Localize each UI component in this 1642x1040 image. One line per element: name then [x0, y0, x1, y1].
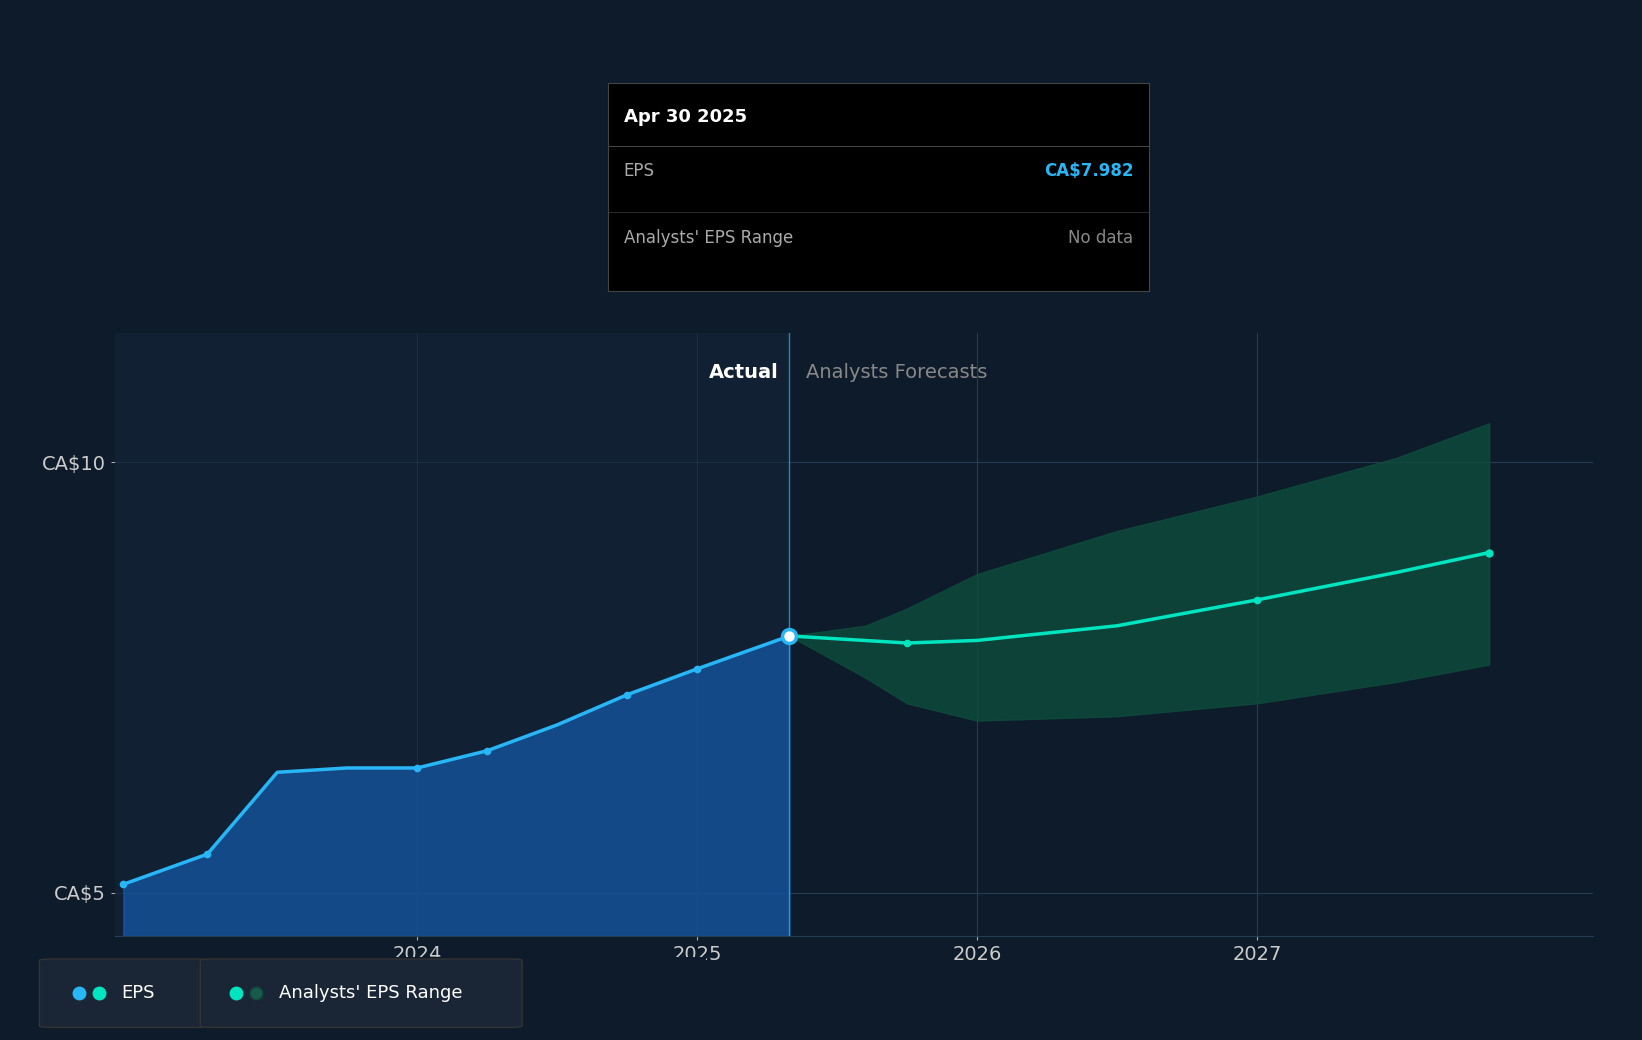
- FancyBboxPatch shape: [200, 959, 522, 1028]
- Text: EPS: EPS: [122, 984, 154, 1003]
- Text: Analysts Forecasts: Analysts Forecasts: [806, 363, 987, 382]
- Text: No data: No data: [1067, 229, 1133, 246]
- Text: Apr 30 2025: Apr 30 2025: [624, 108, 747, 126]
- Text: Analysts' EPS Range: Analysts' EPS Range: [279, 984, 463, 1003]
- Text: Actual: Actual: [708, 363, 778, 382]
- Text: Analysts' EPS Range: Analysts' EPS Range: [624, 229, 793, 246]
- Text: CA$7.982: CA$7.982: [1044, 162, 1133, 180]
- FancyBboxPatch shape: [39, 959, 210, 1028]
- Text: EPS: EPS: [624, 162, 655, 180]
- Bar: [115, 333, 790, 936]
